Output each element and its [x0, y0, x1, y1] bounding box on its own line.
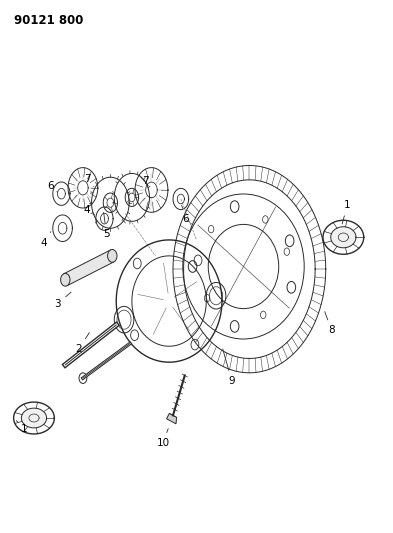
Text: 7: 7: [84, 174, 94, 187]
Text: 6: 6: [182, 205, 189, 224]
Text: 1: 1: [17, 421, 28, 434]
Text: 5: 5: [103, 212, 110, 239]
Text: 3: 3: [54, 292, 71, 309]
Text: 8: 8: [325, 312, 335, 335]
Polygon shape: [64, 250, 114, 286]
Text: 1: 1: [342, 200, 351, 224]
Text: 90121 800: 90121 800: [15, 14, 84, 27]
Text: 4: 4: [84, 205, 95, 215]
Text: 4: 4: [40, 232, 51, 247]
Polygon shape: [21, 408, 47, 428]
Text: 6: 6: [48, 181, 57, 192]
Text: 7: 7: [142, 176, 149, 187]
Text: 2: 2: [76, 333, 89, 354]
Text: 10: 10: [157, 429, 170, 448]
Polygon shape: [331, 227, 356, 248]
Text: 9: 9: [223, 349, 235, 386]
Circle shape: [108, 249, 117, 262]
Polygon shape: [167, 414, 176, 424]
Circle shape: [61, 273, 70, 286]
